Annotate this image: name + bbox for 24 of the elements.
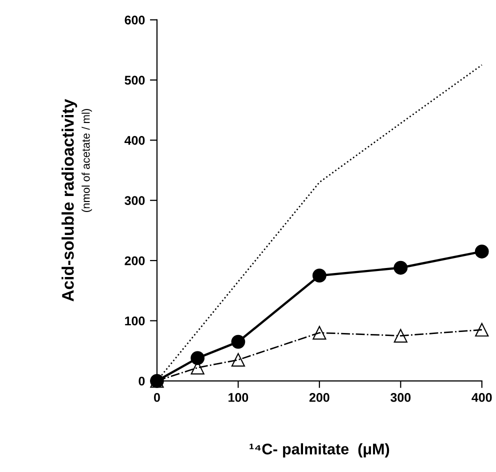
y-axis-title: Acid-soluble radioactivity bbox=[62, 99, 78, 302]
point bbox=[394, 328, 408, 343]
x-tick-label: 400 bbox=[472, 393, 492, 402]
x-tick-label: 200 bbox=[309, 393, 330, 402]
y-tick-label: 500 bbox=[124, 76, 145, 85]
point bbox=[190, 351, 205, 365]
x-axis-title: ¹⁴C- palmitate (μM) bbox=[250, 443, 390, 458]
x-tick-label: 300 bbox=[390, 393, 411, 402]
y-tick-label: 300 bbox=[124, 196, 145, 206]
point bbox=[231, 353, 246, 367]
x-tick-label: 100 bbox=[228, 393, 248, 402]
y-tick-label: 100 bbox=[125, 316, 145, 326]
y-tick-label: 0 bbox=[138, 376, 145, 386]
text: (nmol of acetate / ml) bbox=[82, 108, 92, 212]
y-tick-label: 400 bbox=[124, 136, 145, 145]
y-tick-label: 200 bbox=[124, 256, 145, 266]
x-tick-label: 0 bbox=[154, 393, 160, 402]
point bbox=[394, 260, 408, 275]
y-tick-label: 600 bbox=[124, 16, 145, 24]
point bbox=[474, 244, 489, 258]
point bbox=[231, 334, 246, 349]
point bbox=[312, 326, 326, 340]
point bbox=[312, 268, 326, 283]
point bbox=[475, 322, 489, 337]
